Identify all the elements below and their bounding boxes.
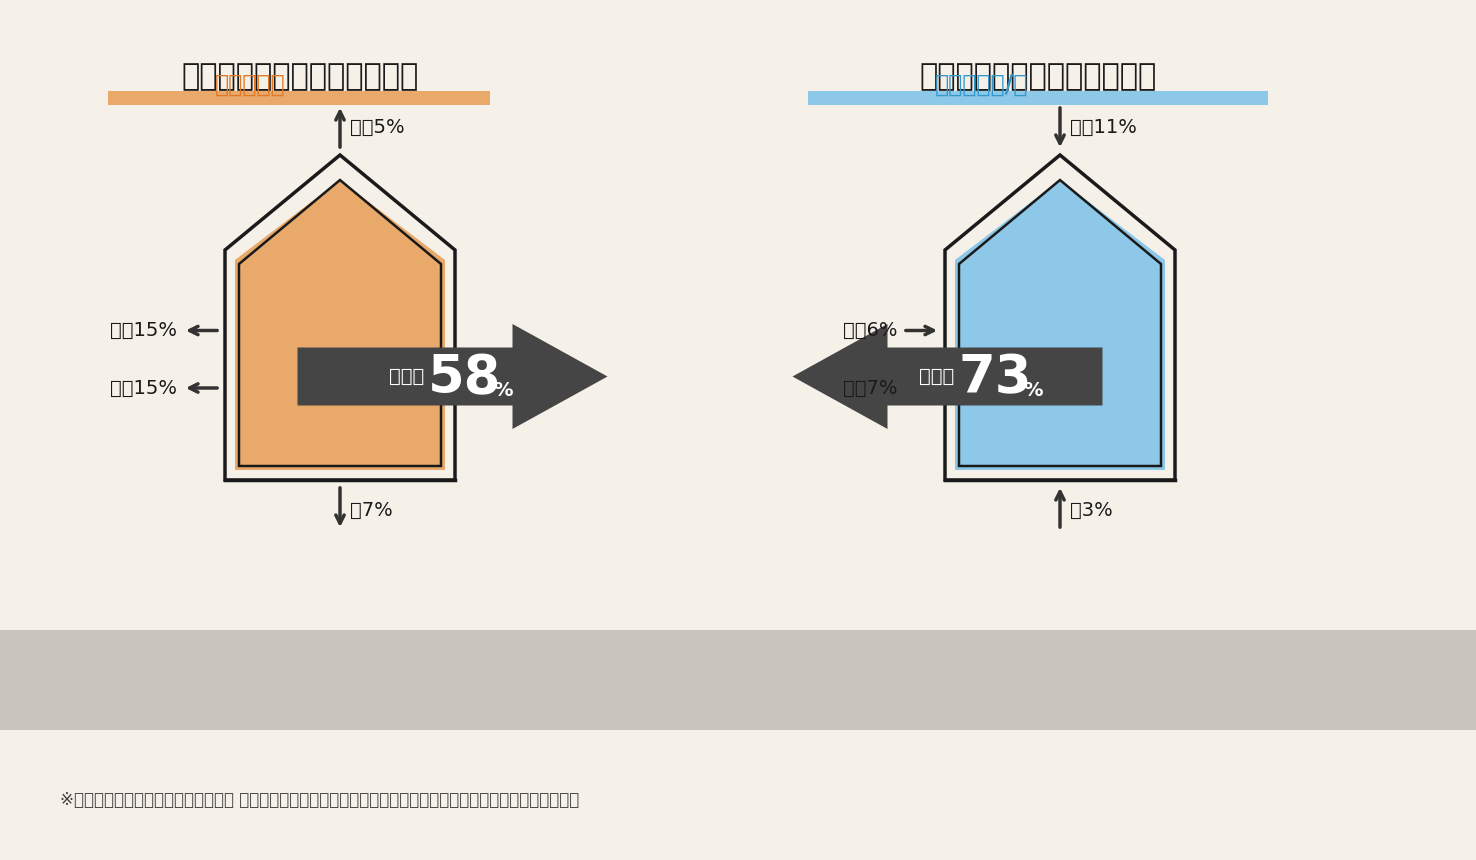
Text: 73: 73: [958, 353, 1032, 404]
Polygon shape: [235, 180, 444, 470]
Bar: [0, 630, 1476, 730]
Text: 外の熱が室内に入り込む割合: 外の熱が室内に入り込む割合: [920, 62, 1157, 91]
Text: 夏の冷房時/昼: 夏の冷房時/昼: [934, 73, 1029, 97]
Text: 屋根5%: 屋根5%: [350, 118, 404, 137]
Text: 床7%: 床7%: [350, 501, 393, 519]
Text: 冬の暖房時: 冬の暖房時: [215, 73, 286, 97]
Text: 開口部: 開口部: [390, 367, 425, 386]
Polygon shape: [793, 324, 1103, 429]
Text: 室内から外に熱が逃げる割合: 室内から外に熱が逃げる割合: [182, 62, 419, 91]
Polygon shape: [298, 324, 608, 429]
Text: 外壁15%: 外壁15%: [111, 378, 177, 397]
Text: 換気6%: 換気6%: [843, 321, 897, 340]
Text: 換気15%: 換気15%: [111, 321, 177, 340]
Text: 床3%: 床3%: [1070, 501, 1113, 519]
Text: %: %: [1023, 381, 1042, 400]
Bar: [108, 91, 490, 105]
Text: 外壁7%: 外壁7%: [843, 378, 897, 397]
Polygon shape: [955, 180, 1165, 470]
Bar: [807, 91, 1268, 105]
Text: ※出典：日本建材・住宅設備産業協会 省エネルギー建材普及促進センター「省エネ建材で、快適な家、健康な家」: ※出典：日本建材・住宅設備産業協会 省エネルギー建材普及促進センター「省エネ建材…: [61, 791, 579, 809]
Text: %: %: [493, 381, 512, 400]
Text: 58: 58: [428, 353, 502, 404]
Text: 開口部: 開口部: [920, 367, 955, 386]
Text: 屋根11%: 屋根11%: [1070, 118, 1137, 137]
